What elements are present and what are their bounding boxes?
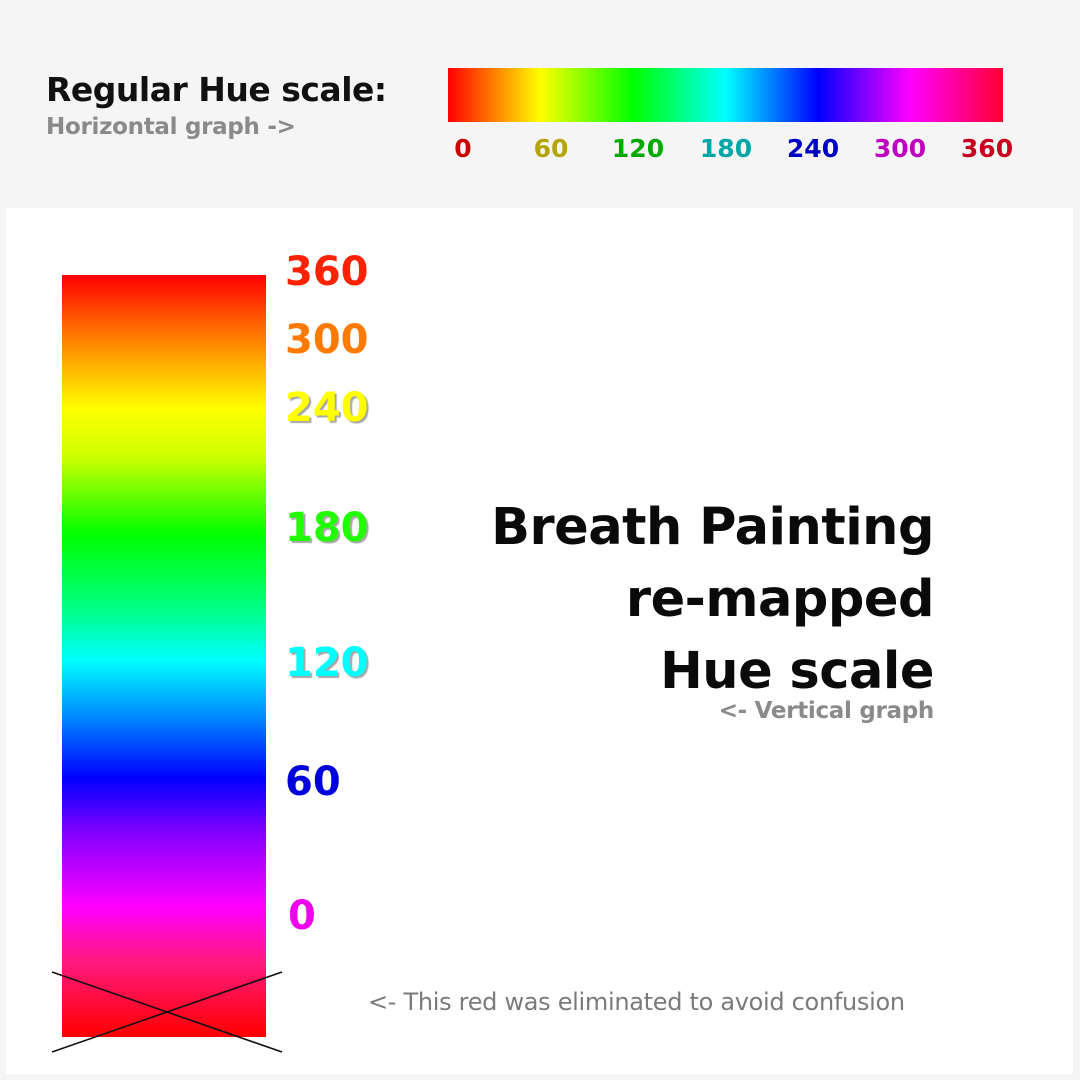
remapped-hue-title: Breath Painting re-mapped Hue scale — [491, 492, 934, 708]
regular-hue-title: Regular Hue scale: — [46, 70, 387, 109]
eliminated-red-note: <- This red was eliminated to avoid conf… — [368, 988, 905, 1016]
eliminated-red-cross-icon — [51, 971, 283, 1053]
vertical-tick-120: 120 — [285, 640, 369, 686]
vertical-tick-0: 0 — [288, 893, 316, 939]
vertical-tick-300: 300 — [285, 317, 369, 363]
horizontal-tick-300: 300 — [873, 134, 927, 163]
vertical-graph-caption: <- Vertical graph — [718, 698, 935, 724]
horizontal-tick-240: 240 — [786, 134, 840, 163]
horizontal-graph-caption: Horizontal graph -> — [46, 114, 296, 140]
horizontal-tick-360: 360 — [960, 134, 1014, 163]
vertical-hue-bar — [62, 275, 266, 1037]
horizontal-tick-180: 180 — [699, 134, 753, 163]
vertical-tick-360: 360 — [285, 249, 369, 295]
remapped-title-line-2: re-mapped — [625, 570, 935, 629]
horizontal-tick-0: 0 — [454, 134, 472, 163]
horizontal-hue-bar — [448, 68, 1003, 122]
remapped-title-line-1: Breath Painting — [491, 498, 934, 557]
horizontal-tick-120: 120 — [611, 134, 665, 163]
vertical-tick-180: 180 — [285, 505, 369, 551]
remapped-title-line-3: Hue scale — [660, 642, 934, 701]
vertical-tick-60: 60 — [285, 759, 341, 805]
vertical-tick-240: 240 — [285, 385, 369, 431]
horizontal-tick-60: 60 — [533, 134, 569, 163]
